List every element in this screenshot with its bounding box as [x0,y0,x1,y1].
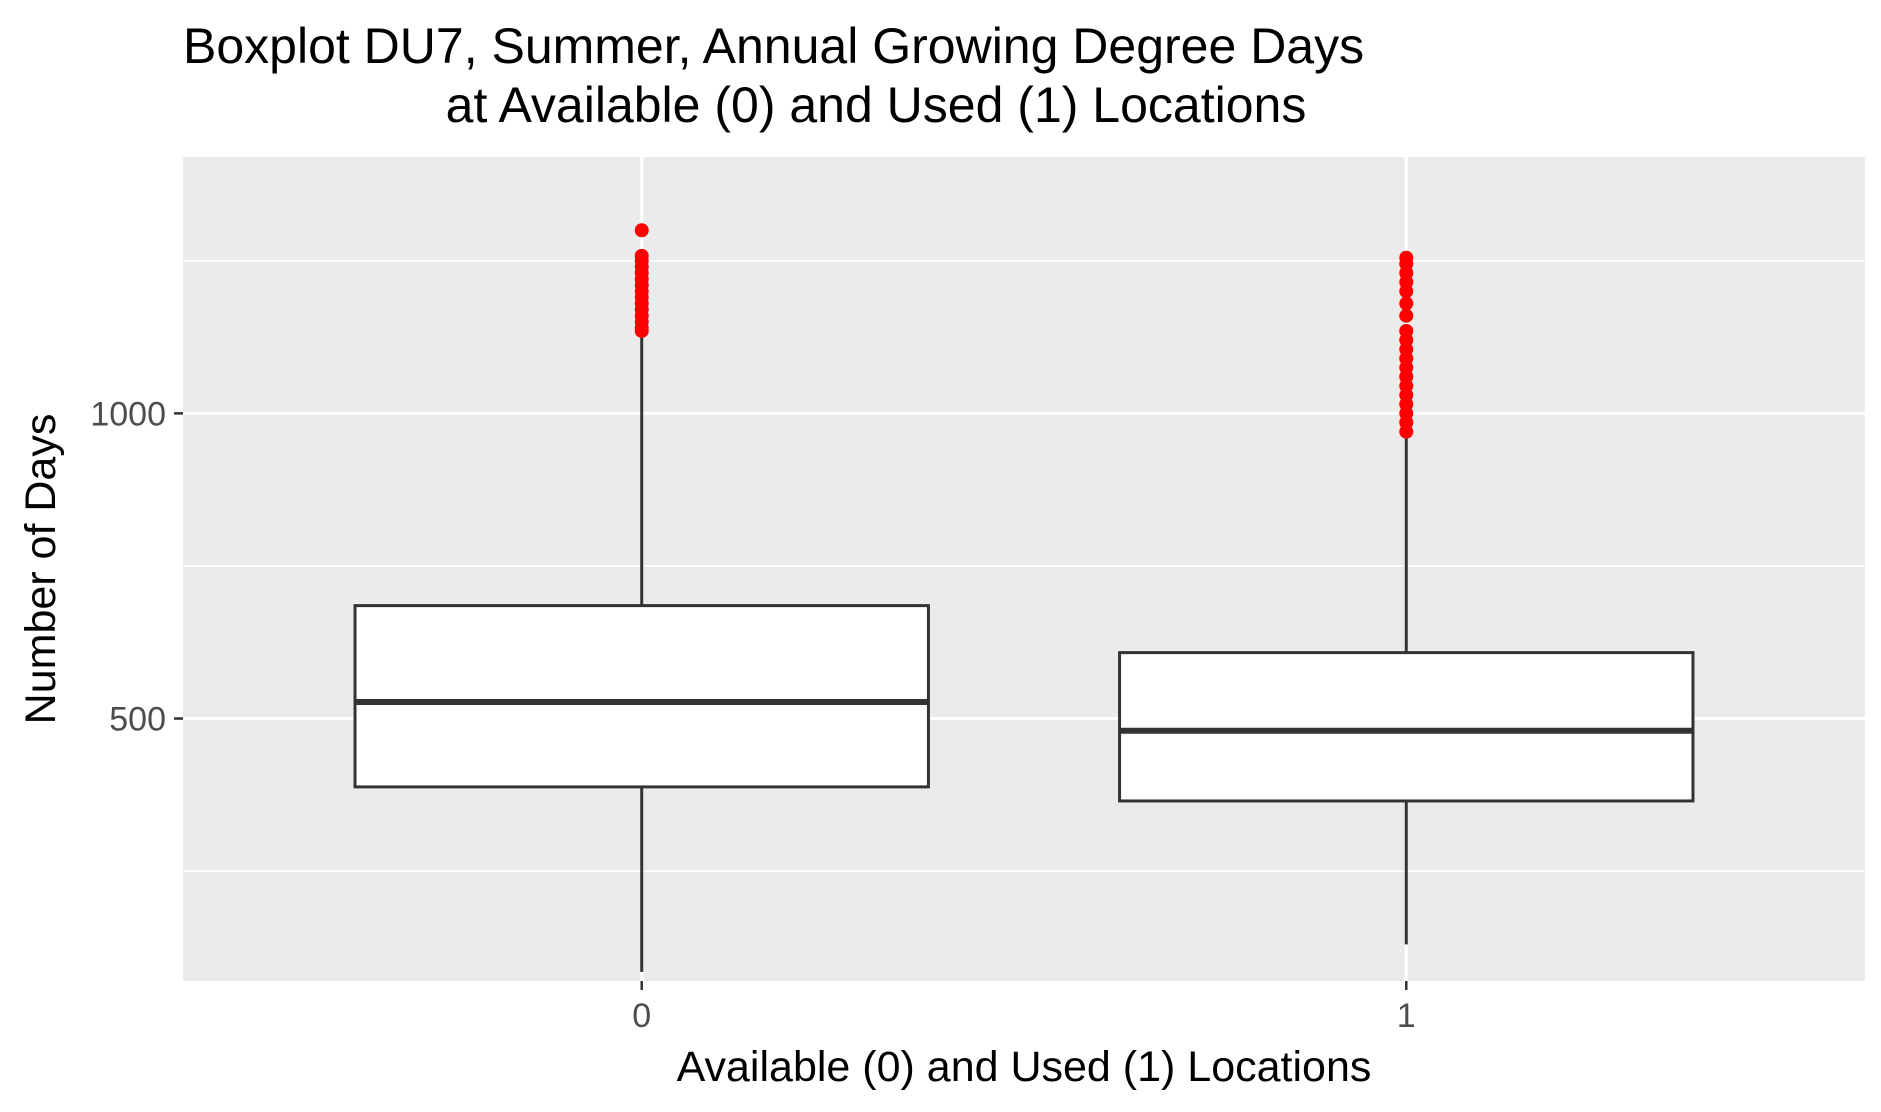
outlier-point [634,248,649,263]
outlier-point [634,223,649,238]
chart-subtitle: at Available (0) and Used (1) Locations [446,77,1307,133]
axes: 500 1000 0 1 [90,395,1415,1035]
y-tick-label: 1000 [90,395,166,433]
outlier-point [1399,308,1414,323]
x-tick-label: 0 [632,997,651,1035]
plot-panel [183,157,1865,981]
boxes [353,223,1695,972]
outlier-point [1399,250,1414,265]
box-1 [1118,250,1695,945]
box-0 [353,223,930,972]
x-axis-title: Available (0) and Used (1) Locations [677,1043,1372,1091]
y-axis-title: Number of Days [17,414,65,725]
iqr-box [353,604,930,789]
iqr-box [1118,651,1695,803]
outlier-point [1399,296,1414,311]
x-tick-label: 1 [1397,997,1416,1035]
chart-title: Boxplot DU7, Summer, Annual Growing Degr… [183,18,1364,74]
outlier-point [1399,323,1414,338]
y-tick-label: 500 [109,701,166,739]
